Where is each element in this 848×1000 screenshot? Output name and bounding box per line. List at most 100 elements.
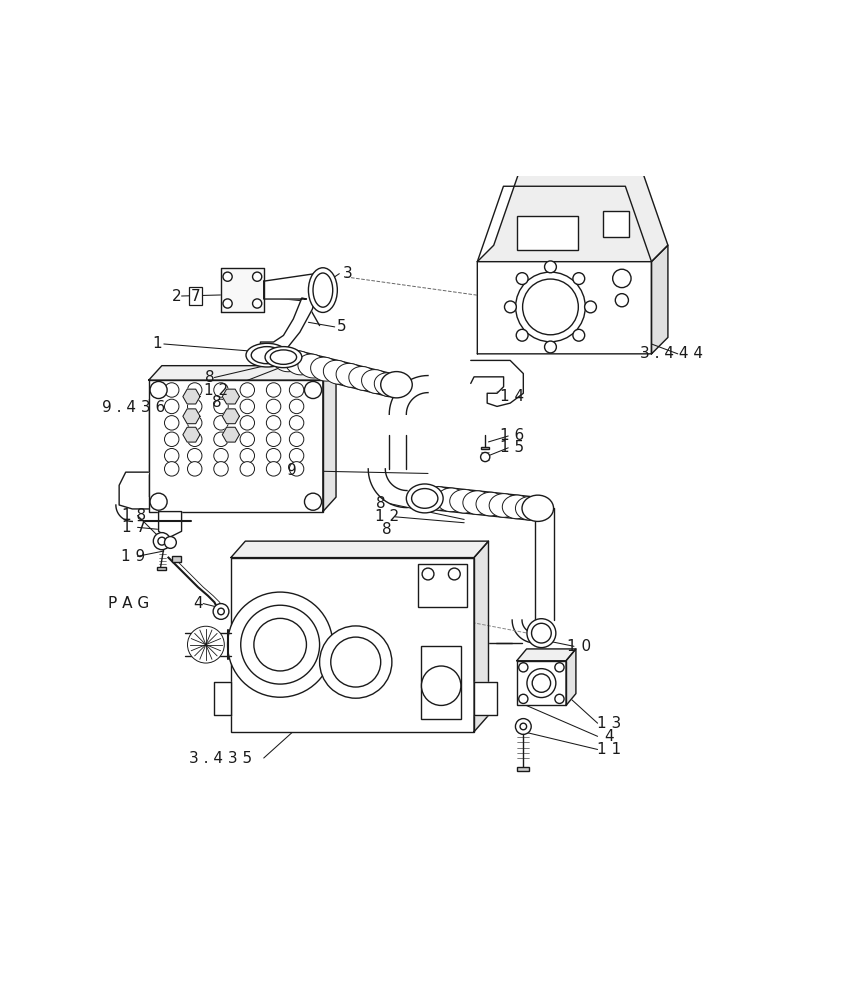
Circle shape [240, 399, 254, 414]
Circle shape [150, 381, 167, 399]
Circle shape [612, 269, 631, 288]
Circle shape [289, 416, 304, 430]
Bar [516, 216, 577, 250]
Ellipse shape [449, 489, 478, 513]
Ellipse shape [522, 495, 554, 521]
Text: 1 5: 1 5 [500, 440, 524, 455]
Polygon shape [323, 366, 336, 512]
Circle shape [240, 416, 254, 430]
Text: 8: 8 [382, 522, 392, 537]
Circle shape [165, 462, 179, 476]
Text: 3 . 4 3 5: 3 . 4 3 5 [189, 751, 253, 766]
Text: 7: 7 [191, 289, 200, 304]
Text: 8: 8 [376, 496, 386, 511]
Circle shape [616, 294, 628, 307]
Polygon shape [221, 268, 264, 312]
Text: 4: 4 [193, 596, 203, 611]
Circle shape [520, 723, 527, 730]
Circle shape [223, 272, 232, 281]
Circle shape [320, 626, 392, 698]
Circle shape [573, 273, 585, 285]
Text: 1 6: 1 6 [500, 428, 524, 443]
Circle shape [266, 416, 281, 430]
Bar [171, 556, 181, 562]
Polygon shape [222, 389, 239, 404]
Text: 8: 8 [212, 395, 221, 410]
Polygon shape [148, 366, 336, 380]
Text: 3 . 4 4 4: 3 . 4 4 4 [639, 346, 703, 361]
Bar [482, 447, 489, 449]
Circle shape [165, 399, 179, 414]
Ellipse shape [285, 351, 314, 375]
Circle shape [254, 618, 306, 671]
Bar [516, 661, 566, 705]
Circle shape [153, 533, 170, 550]
Circle shape [240, 448, 254, 463]
Circle shape [187, 399, 202, 414]
Circle shape [527, 619, 555, 648]
Circle shape [214, 383, 228, 397]
Circle shape [213, 604, 229, 619]
Ellipse shape [423, 487, 452, 510]
Circle shape [289, 448, 304, 463]
Bar [148, 380, 323, 512]
Polygon shape [516, 649, 576, 661]
Text: 1 2: 1 2 [204, 383, 228, 398]
Circle shape [223, 299, 232, 308]
Ellipse shape [406, 484, 444, 513]
Text: 3: 3 [343, 266, 353, 281]
Text: 9 . 4 3 6: 9 . 4 3 6 [102, 400, 165, 415]
Ellipse shape [323, 360, 352, 384]
Ellipse shape [298, 354, 326, 378]
Circle shape [266, 399, 281, 414]
Ellipse shape [489, 494, 518, 517]
Circle shape [240, 383, 254, 397]
Circle shape [266, 432, 281, 447]
Ellipse shape [502, 495, 531, 519]
Circle shape [253, 299, 262, 308]
Text: 1 1: 1 1 [597, 742, 621, 757]
Ellipse shape [374, 373, 403, 397]
Bar [603, 211, 629, 237]
Circle shape [527, 669, 555, 698]
Circle shape [289, 399, 304, 414]
Text: 9: 9 [287, 463, 297, 478]
Polygon shape [183, 427, 200, 442]
Polygon shape [159, 512, 181, 538]
Circle shape [187, 416, 202, 430]
Circle shape [165, 448, 179, 463]
Circle shape [519, 694, 528, 703]
Ellipse shape [246, 343, 288, 367]
Circle shape [289, 432, 304, 447]
Polygon shape [651, 245, 668, 354]
Text: P A G: P A G [109, 596, 149, 611]
Circle shape [165, 383, 179, 397]
Text: 1 3: 1 3 [597, 716, 621, 731]
Circle shape [165, 537, 176, 548]
Text: 8: 8 [205, 370, 215, 385]
Polygon shape [183, 409, 200, 424]
Circle shape [187, 383, 202, 397]
Ellipse shape [265, 347, 302, 368]
Ellipse shape [272, 348, 301, 372]
Text: 5: 5 [337, 319, 346, 334]
Ellipse shape [437, 488, 466, 512]
Polygon shape [471, 360, 523, 406]
Circle shape [505, 301, 516, 313]
Ellipse shape [309, 268, 338, 312]
Polygon shape [183, 389, 200, 404]
Circle shape [214, 462, 228, 476]
Circle shape [227, 592, 332, 697]
Ellipse shape [516, 496, 544, 520]
Polygon shape [222, 427, 239, 442]
Bar [421, 646, 461, 719]
Circle shape [304, 381, 321, 399]
Bar [418, 564, 467, 607]
Circle shape [165, 416, 179, 430]
Circle shape [516, 272, 585, 342]
Circle shape [544, 261, 556, 273]
Ellipse shape [271, 350, 297, 364]
Circle shape [584, 301, 596, 313]
Circle shape [187, 626, 224, 663]
Polygon shape [231, 541, 488, 558]
